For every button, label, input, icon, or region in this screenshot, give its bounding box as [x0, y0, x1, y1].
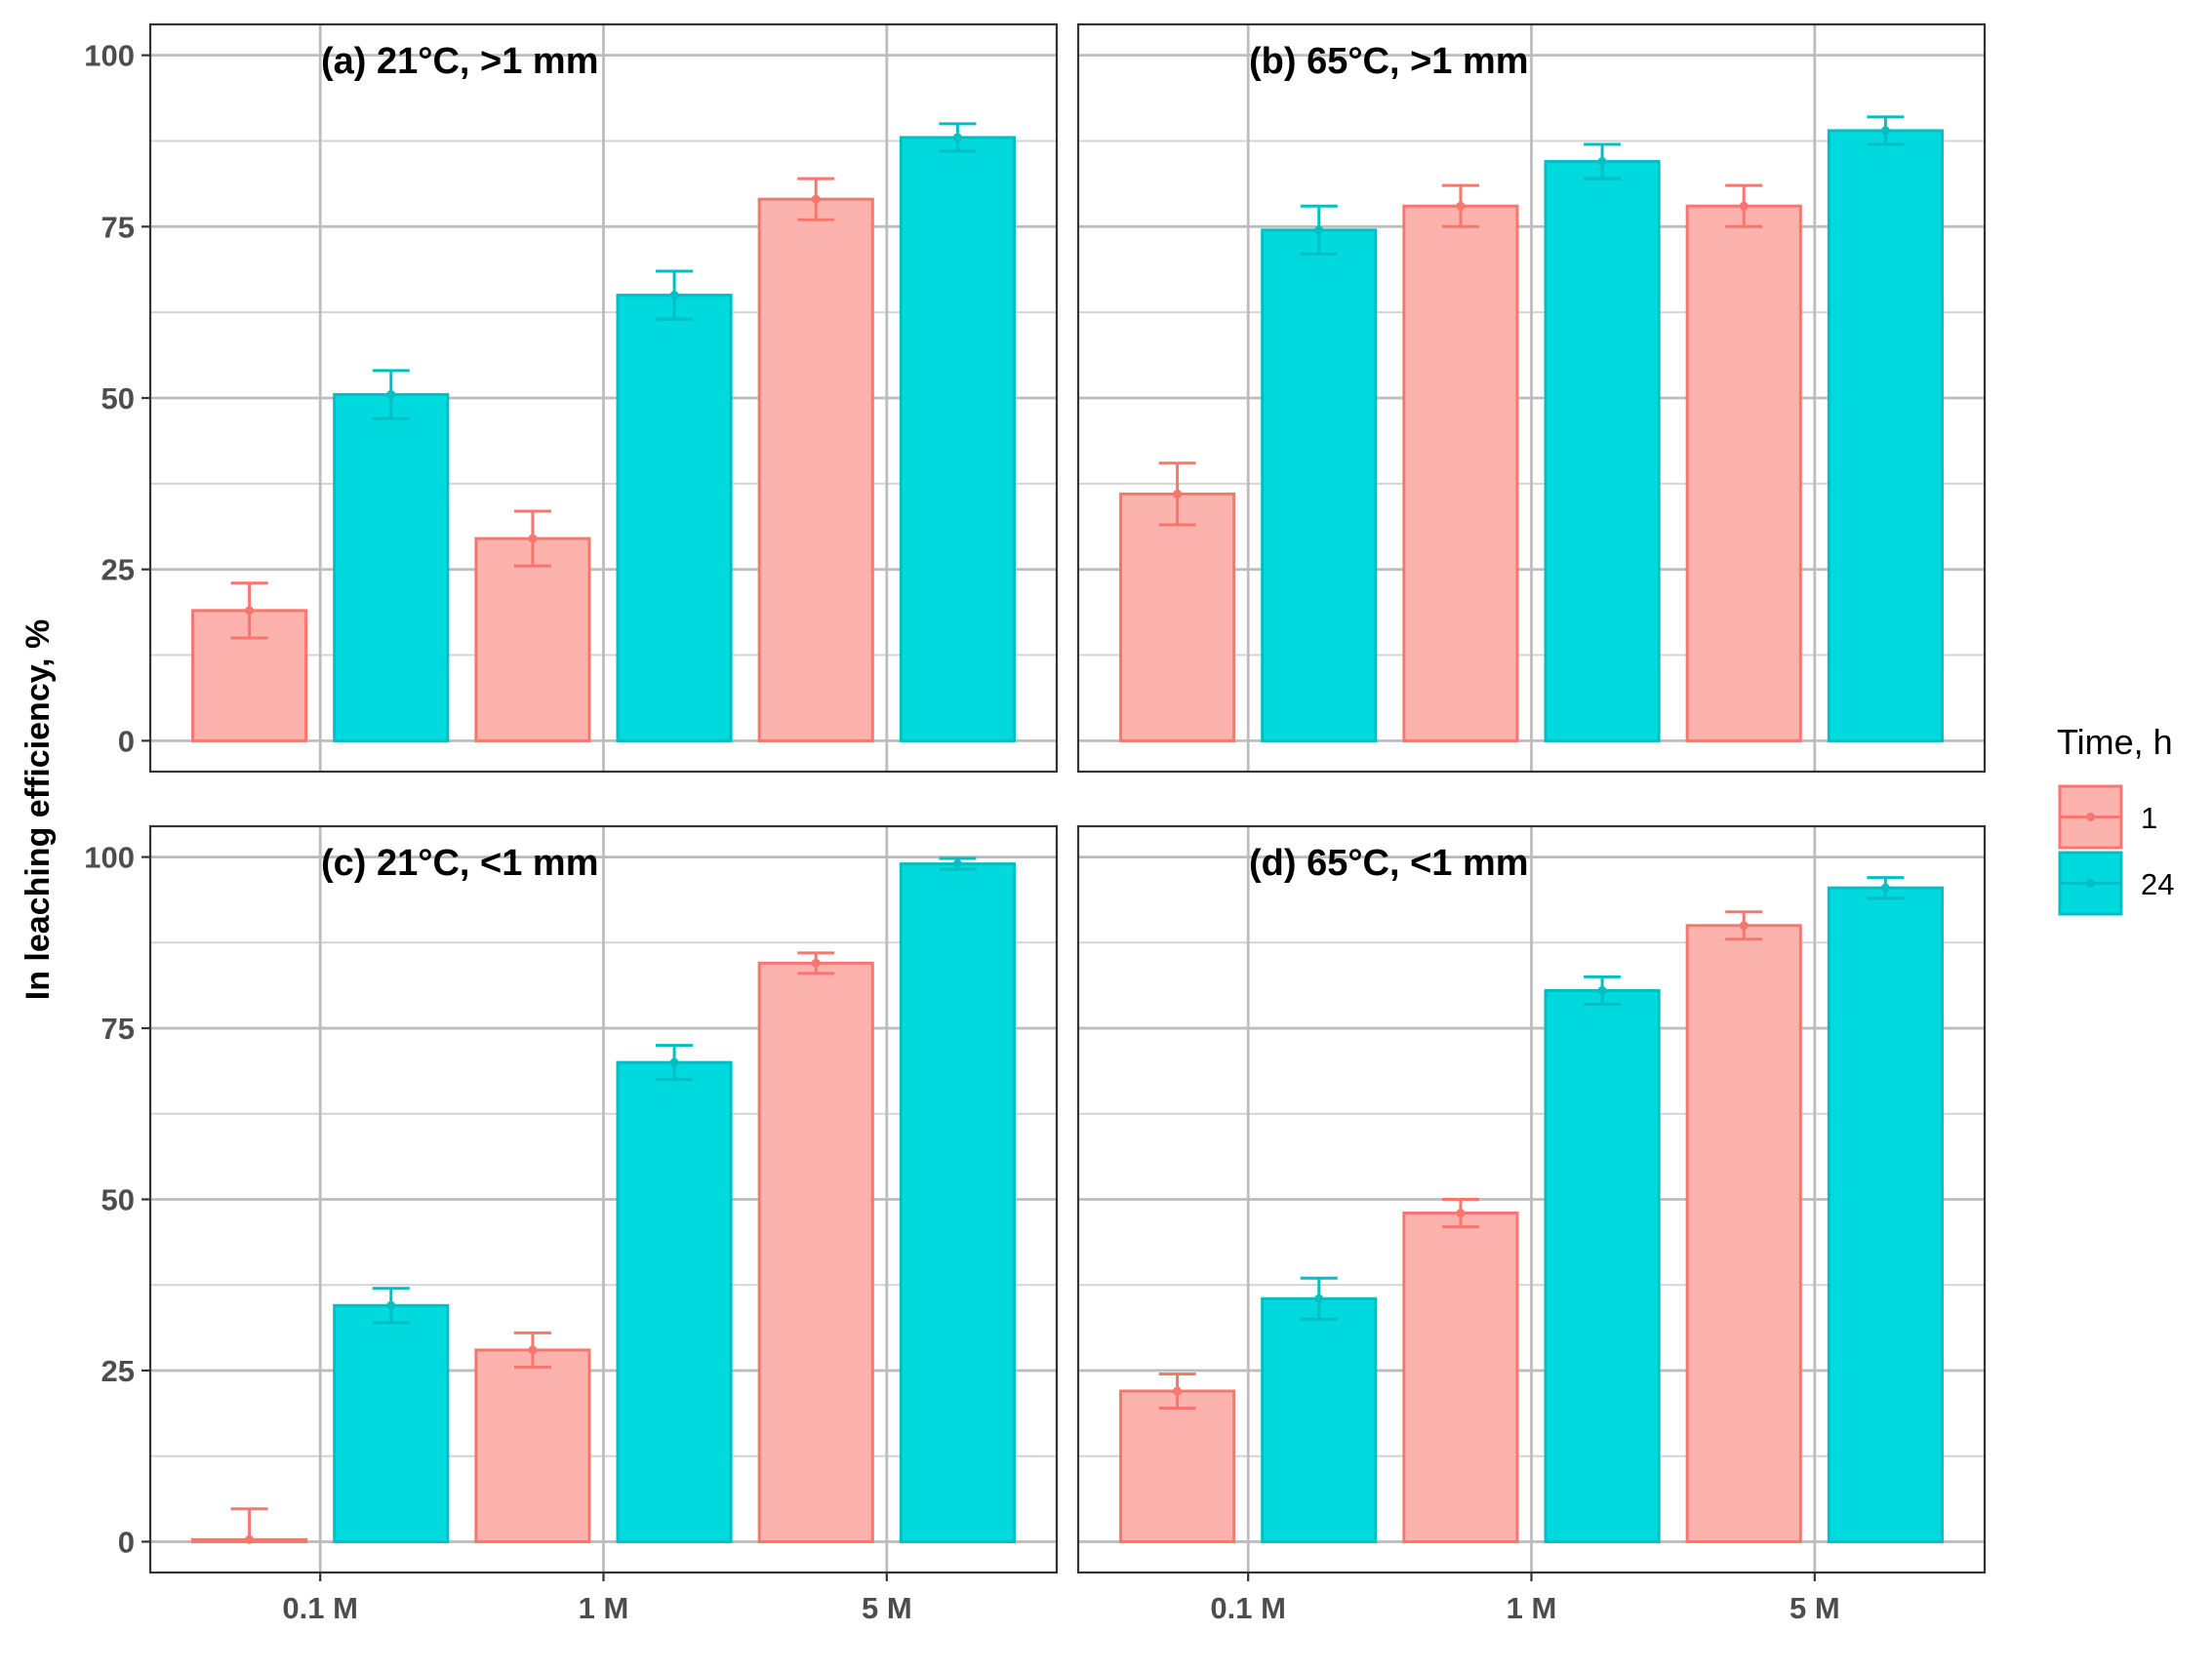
- bar: [474, 1348, 591, 1543]
- panel-d: (d) 65°C, <1 mm 0.1 M 1 M 5 M: [1076, 824, 1987, 1625]
- panel-b: (b) 65°C, >1 mm: [1076, 22, 1987, 774]
- bar: [1119, 1389, 1236, 1543]
- y-tick-label: 0: [118, 724, 135, 758]
- data-point: [245, 1534, 255, 1544]
- data-point: [1880, 126, 1890, 136]
- x-tick-label: 0.1 M: [1210, 1591, 1286, 1625]
- y-tick-label: 0: [118, 1525, 135, 1559]
- y-tick-label: 50: [101, 381, 135, 416]
- panel-c: (c) 21°C, <1 mm 0 25 50 75 100 0.1 M 1 M 5 M: [84, 824, 1059, 1625]
- data-point: [1456, 201, 1466, 211]
- panel-a: (a) 21°C, >1 mm 0 25 50 75 100: [84, 22, 1059, 774]
- panel-title: (c) 21°C, <1 mm: [321, 843, 598, 884]
- panel-border: [1076, 22, 1987, 774]
- legend-title: Time, h: [2057, 722, 2173, 762]
- bar: [1261, 228, 1378, 742]
- data-point: [386, 389, 396, 399]
- data-point: [1173, 1386, 1183, 1396]
- data-point: [528, 534, 538, 543]
- legend-label: 1: [2141, 801, 2157, 835]
- y-axis-title: In leaching efficiency, %: [20, 619, 57, 1001]
- data-point: [1314, 1294, 1324, 1303]
- bar: [1544, 988, 1661, 1543]
- panel-title: (a) 21°C, >1 mm: [321, 41, 598, 82]
- data-point: [528, 1345, 538, 1355]
- bar: [1685, 204, 1802, 742]
- data-point: [1739, 921, 1749, 931]
- panel-title: (d) 65°C, <1 mm: [1249, 843, 1529, 884]
- bar: [1827, 129, 1944, 742]
- data-point: [1597, 157, 1607, 167]
- data-point: [1173, 489, 1183, 498]
- bar: [474, 537, 591, 742]
- data-point: [952, 859, 962, 869]
- y-tick-label: 25: [101, 553, 135, 587]
- data-point: [1739, 201, 1749, 211]
- x-tick-label: 0.1 M: [282, 1591, 358, 1625]
- data-point: [1597, 985, 1607, 995]
- bar: [1402, 204, 1519, 742]
- data-point: [1880, 883, 1890, 893]
- data-point: [669, 291, 679, 300]
- y-tick-label: 100: [84, 841, 135, 875]
- data-point: [669, 1057, 679, 1067]
- bar: [1827, 886, 1944, 1543]
- bar: [757, 197, 874, 742]
- x-tick-label: 5 M: [862, 1591, 912, 1625]
- panel-title: (b) 65°C, >1 mm: [1249, 41, 1529, 82]
- y-tick-label: 75: [101, 210, 135, 244]
- data-point: [245, 606, 255, 616]
- legend-key-point: [2086, 813, 2095, 821]
- x-tick-label: 1 M: [579, 1591, 629, 1625]
- y-tick-label: 100: [84, 39, 135, 73]
- legend-label: 24: [2141, 867, 2174, 901]
- data-point: [1456, 1209, 1466, 1218]
- x-tick-label: 1 M: [1507, 1591, 1557, 1625]
- bar: [1685, 924, 1802, 1543]
- data-point: [1314, 225, 1324, 235]
- bar: [899, 136, 1016, 742]
- bar: [333, 392, 450, 742]
- bar: [616, 294, 733, 742]
- bar: [333, 1303, 450, 1543]
- bar: [899, 862, 1016, 1543]
- legend-key-point: [2086, 879, 2095, 888]
- y-tick-label: 75: [101, 1012, 135, 1046]
- data-point: [811, 194, 821, 204]
- bar: [1119, 492, 1236, 742]
- bar: [1261, 1296, 1378, 1543]
- legend: 1 24: [2058, 784, 2174, 916]
- bar: [616, 1060, 733, 1543]
- legend-item: 24: [2058, 851, 2174, 916]
- y-tick-label: 25: [101, 1354, 135, 1388]
- bar: [757, 961, 874, 1543]
- x-tick-label: 5 M: [1790, 1591, 1840, 1625]
- data-point: [952, 133, 962, 142]
- data-point: [386, 1300, 396, 1310]
- bar: [1402, 1212, 1519, 1543]
- legend-item: 1: [2058, 784, 2157, 850]
- data-point: [811, 958, 821, 968]
- bar: [1544, 160, 1661, 742]
- y-tick-label: 50: [101, 1183, 135, 1217]
